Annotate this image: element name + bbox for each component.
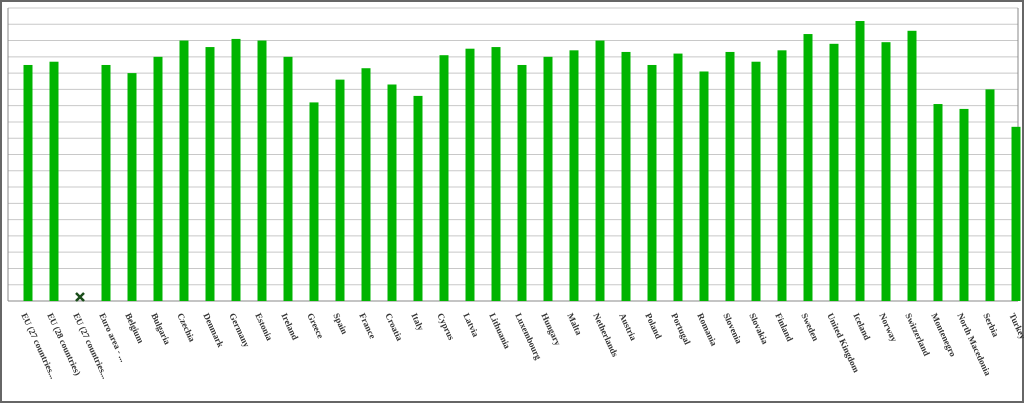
- missing-marker: [75, 292, 85, 302]
- x-tick-label: Estonia: [253, 311, 275, 342]
- bar: [127, 73, 137, 301]
- x-tick-label: Belgium: [123, 311, 146, 345]
- bar: [543, 56, 553, 302]
- x-tick-label: France: [357, 311, 377, 340]
- bar: [205, 47, 215, 301]
- bar: [49, 61, 59, 301]
- x-tick-label: Cyprus: [435, 311, 456, 342]
- x-tick-label: Serbia: [981, 311, 1001, 338]
- x-tick-label: Austria: [617, 311, 639, 342]
- bar: [23, 64, 33, 301]
- x-tick-label: Bulgaria: [149, 311, 172, 346]
- x-tick-label: Spain: [331, 311, 349, 335]
- bar: [829, 43, 839, 302]
- x-tick-label: Portugal: [669, 311, 692, 346]
- x-tick-label: Croatia: [383, 311, 405, 342]
- x-tick-label: Czechia: [175, 311, 197, 343]
- bar: [881, 42, 891, 301]
- bar: [101, 64, 111, 301]
- bar: [179, 40, 189, 302]
- x-tick-label: Ireland: [279, 311, 300, 341]
- bar: [725, 51, 735, 302]
- x-tick-label: Slovenia: [721, 311, 744, 345]
- x-tick-label: Iceland: [851, 311, 872, 341]
- x-tick-label: Norway: [877, 311, 899, 343]
- bar: [335, 79, 345, 301]
- bar: [413, 95, 423, 302]
- x-tick-label: Italy: [409, 311, 426, 332]
- bar: [777, 50, 787, 302]
- x-tick-label: Lithuania: [487, 311, 512, 350]
- bar: [439, 55, 449, 302]
- bar: [673, 53, 683, 302]
- x-tick-label: Montenegro: [929, 311, 958, 358]
- x-tick-label: Poland: [643, 311, 663, 340]
- x-tick-label: Greece: [305, 311, 325, 340]
- x-tick-label: Switzerland: [903, 311, 932, 357]
- bar: [595, 40, 605, 302]
- x-tick-label: Romania: [695, 311, 719, 347]
- x-tick-label: Sweden: [799, 311, 821, 342]
- x-tick-label: Latvia: [461, 311, 481, 338]
- bar: [387, 84, 397, 301]
- bar: [361, 68, 371, 301]
- bar: [309, 102, 319, 302]
- bar: [907, 30, 917, 302]
- bar: [231, 38, 241, 302]
- bar: [465, 48, 475, 301]
- x-tick-label: Denmark: [201, 311, 225, 348]
- x-tick-label: Turkey: [1007, 311, 1024, 341]
- x-tick-label: Slovakia: [747, 311, 770, 346]
- bar: [283, 56, 293, 302]
- bar: [855, 21, 865, 302]
- x-tick-label: Luxembourg: [513, 311, 543, 361]
- bar: [647, 64, 657, 301]
- bar: [491, 47, 501, 301]
- x-tick-label: Finland: [773, 311, 795, 342]
- x-tick-label: Germany: [227, 311, 252, 349]
- bar: [153, 56, 163, 302]
- bar: [569, 50, 579, 302]
- x-tick-label: Netherlands: [591, 311, 620, 358]
- bar: [517, 64, 527, 301]
- bar: [699, 71, 709, 301]
- bar: [257, 40, 267, 302]
- bar: [803, 34, 813, 302]
- bar: [1011, 126, 1021, 301]
- bar: [959, 108, 969, 301]
- bar: [751, 61, 761, 301]
- x-tick-label: Malta: [565, 311, 584, 337]
- x-tick-label: Hungary: [539, 311, 563, 347]
- bar: [621, 51, 631, 302]
- bar: [933, 104, 943, 302]
- bar: [985, 89, 995, 301]
